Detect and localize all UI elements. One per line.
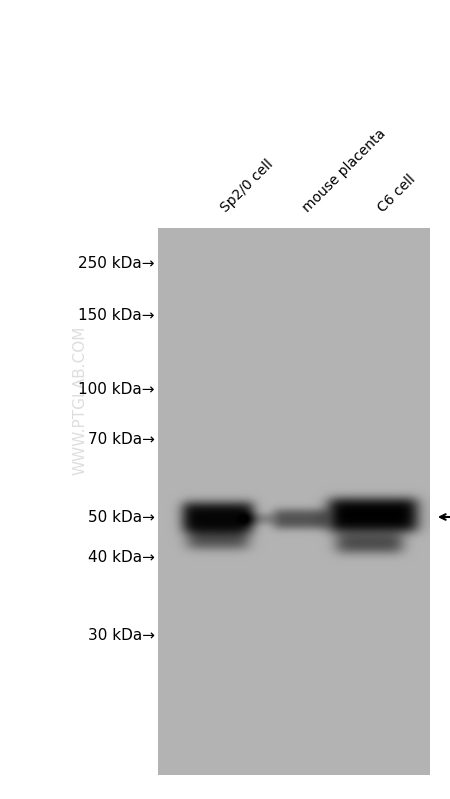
Text: mouse placenta: mouse placenta	[300, 126, 388, 215]
Text: 250 kDa→: 250 kDa→	[78, 256, 155, 271]
Text: 150 kDa→: 150 kDa→	[78, 308, 155, 324]
Text: 40 kDa→: 40 kDa→	[88, 550, 155, 565]
Text: 70 kDa→: 70 kDa→	[88, 432, 155, 447]
Text: Sp2/0 cell: Sp2/0 cell	[218, 157, 276, 215]
Text: C6 cell: C6 cell	[375, 172, 418, 215]
Text: WWW.PTGLAB.COM: WWW.PTGLAB.COM	[72, 325, 87, 475]
Text: 50 kDa→: 50 kDa→	[88, 510, 155, 524]
Text: 100 kDa→: 100 kDa→	[78, 383, 155, 397]
Text: 30 kDa→: 30 kDa→	[88, 627, 155, 642]
